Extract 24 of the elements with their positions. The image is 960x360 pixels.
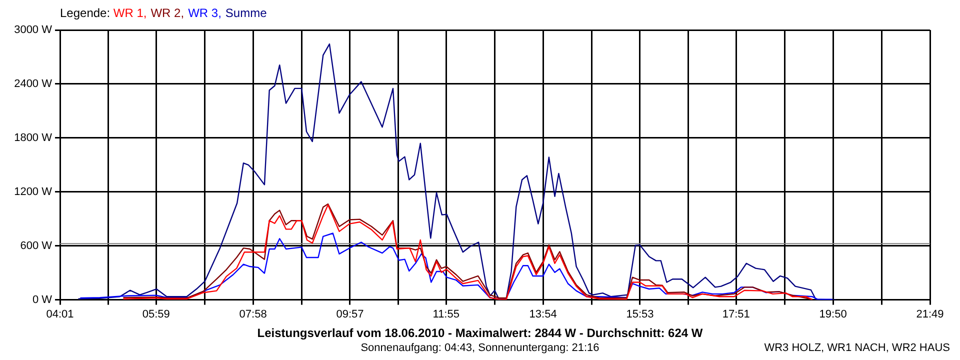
x-tick-label: 17:51 — [722, 308, 750, 320]
text: Sonnenaufgang: 04:43, Sonnenuntergang: 21:16 — [360, 342, 600, 354]
legend-title: Legende: — [60, 6, 112, 20]
y-tick-label: 1200 W — [14, 186, 53, 198]
x-tick-label: 15:53 — [626, 308, 654, 320]
x-tick-label: 05:59 — [142, 308, 170, 320]
x-tick-label: 04:01 — [46, 308, 74, 320]
y-tick-label: 3000 W — [14, 24, 53, 36]
x-tick-label: 21:49 — [916, 308, 944, 320]
y-tick-label: 0 W — [32, 294, 53, 306]
text: Leistungsverlauf vom 18.06.2010 - Maximalwert: 2844 W - Durchschnitt: 624 W — [256, 326, 704, 340]
x-tick-label: 11:55 — [432, 308, 460, 320]
text: WR 1, — [113, 6, 147, 20]
y-tick-label: 600 W — [20, 240, 53, 252]
text: WR 3, — [188, 6, 222, 20]
text: WR 2, — [150, 6, 184, 20]
x-tick-label: 07:58 — [239, 308, 267, 320]
x-tick-label: 09:57 — [336, 308, 364, 320]
y-tick-label: 1800 W — [14, 132, 53, 144]
y-tick-label: 2400 W — [14, 78, 53, 90]
text: Summe — [225, 6, 267, 20]
x-tick-label: 13:54 — [529, 308, 557, 320]
text: WR3 HOLZ, WR1 NACH, WR2 HAUS — [764, 342, 950, 354]
x-tick-label: 19:50 — [819, 308, 847, 320]
